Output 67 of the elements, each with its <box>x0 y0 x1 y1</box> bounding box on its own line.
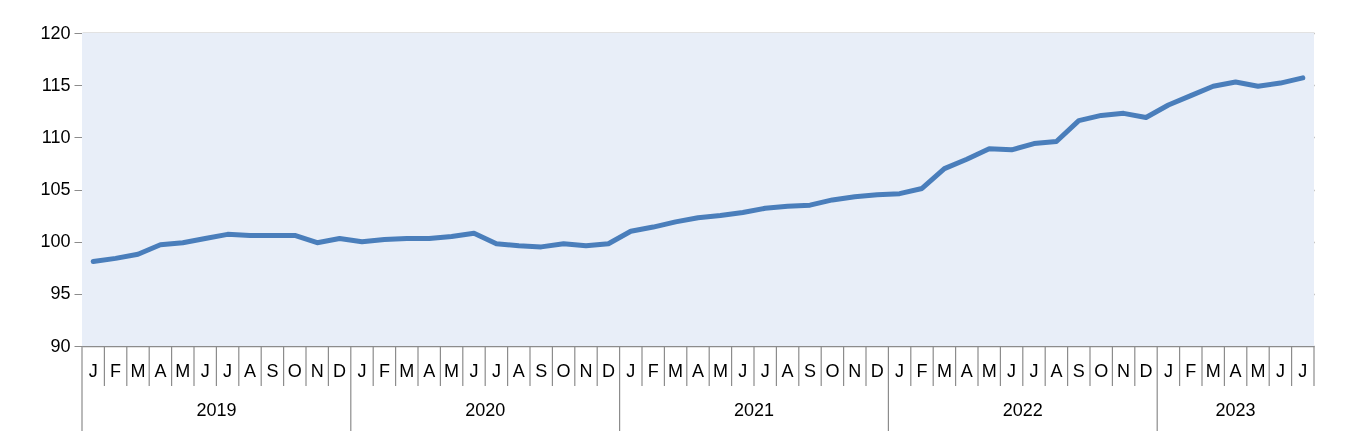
x-tick-label: J <box>223 361 233 381</box>
y-tick-label: 100 <box>40 231 71 252</box>
x-tick-label: J <box>738 361 748 381</box>
x-tick-label: D <box>870 361 884 381</box>
x-tick-label: A <box>423 361 436 381</box>
x-tick-label: O <box>287 361 302 381</box>
x-tick-label: F <box>1185 361 1197 381</box>
x-tick-label: J <box>200 361 210 381</box>
y-tick-label: 115 <box>41 74 71 95</box>
text: 2022 <box>1002 400 1043 420</box>
y-tick-label: 120 <box>40 22 71 43</box>
x-tick-label: N <box>848 361 862 381</box>
x-tick-label: S <box>1072 361 1085 381</box>
x-tick-label: A <box>1229 361 1242 381</box>
x-tick-label: M <box>175 361 191 381</box>
x-tick-label: M <box>1205 361 1221 381</box>
x-tick-label: J <box>1163 361 1173 381</box>
x-tick-label: S <box>535 361 548 381</box>
x-tick-label: A <box>243 361 257 381</box>
x-tick-label: J <box>760 361 770 381</box>
text: 2023 <box>1215 400 1256 420</box>
x-tick-label: D <box>1139 361 1153 381</box>
x-tick-label: N <box>1117 361 1131 381</box>
x-tick-label: M <box>444 361 460 381</box>
x-tick-label: F <box>916 361 928 381</box>
text: 2020 <box>465 400 506 420</box>
x-tick-label: A <box>154 361 167 381</box>
x-tick-label: A <box>781 361 794 381</box>
y-tick-label: 110 <box>41 126 71 147</box>
x-tick-label: J <box>469 361 479 381</box>
x-tick-label: F <box>647 361 659 381</box>
x-tick-label: J <box>1029 361 1039 381</box>
x-tick-label: O <box>825 361 840 381</box>
x-tick-label: N <box>310 361 324 381</box>
x-tick-label: J <box>1298 361 1308 381</box>
x-tick-label: A <box>691 361 705 381</box>
x-tick-label: M <box>668 361 684 381</box>
x-tick-label: A <box>1050 361 1063 381</box>
x-tick-label: M <box>1250 361 1266 381</box>
x-tick-label: M <box>936 361 952 381</box>
x-tick-label: A <box>512 361 525 381</box>
x-tick-label: O <box>556 361 571 381</box>
x-tick-label: O <box>1094 361 1109 381</box>
x-tick-label: J <box>1007 361 1017 381</box>
x-tick-label: D <box>601 361 615 381</box>
x-tick-label: M <box>712 361 728 381</box>
x-tick-label: S <box>266 361 279 381</box>
text: 2021 <box>733 400 775 420</box>
x-tick-label: M <box>981 361 997 381</box>
y-tick-label: 105 <box>40 179 71 199</box>
x-tick-label: J <box>626 361 636 381</box>
x-tick-label: J <box>357 361 367 381</box>
x-tick-label: J <box>895 361 905 381</box>
x-tick-label: J <box>1275 361 1285 381</box>
y-tick-label: 95 <box>50 283 71 304</box>
x-tick-label: S <box>803 361 817 381</box>
x-tick-label: F <box>110 361 122 381</box>
x-tick-label: D <box>333 361 347 381</box>
x-tick-label: A <box>960 361 973 381</box>
x-tick-label: M <box>399 361 415 381</box>
x-tick-label: J <box>491 361 501 381</box>
x-tick-label: F <box>378 361 390 381</box>
text: 2019 <box>196 400 237 420</box>
y-tick-label: 90 <box>50 335 71 356</box>
x-tick-label: M <box>130 361 146 381</box>
x-tick-label: N <box>579 361 593 381</box>
x-tick-label: J <box>88 361 98 381</box>
